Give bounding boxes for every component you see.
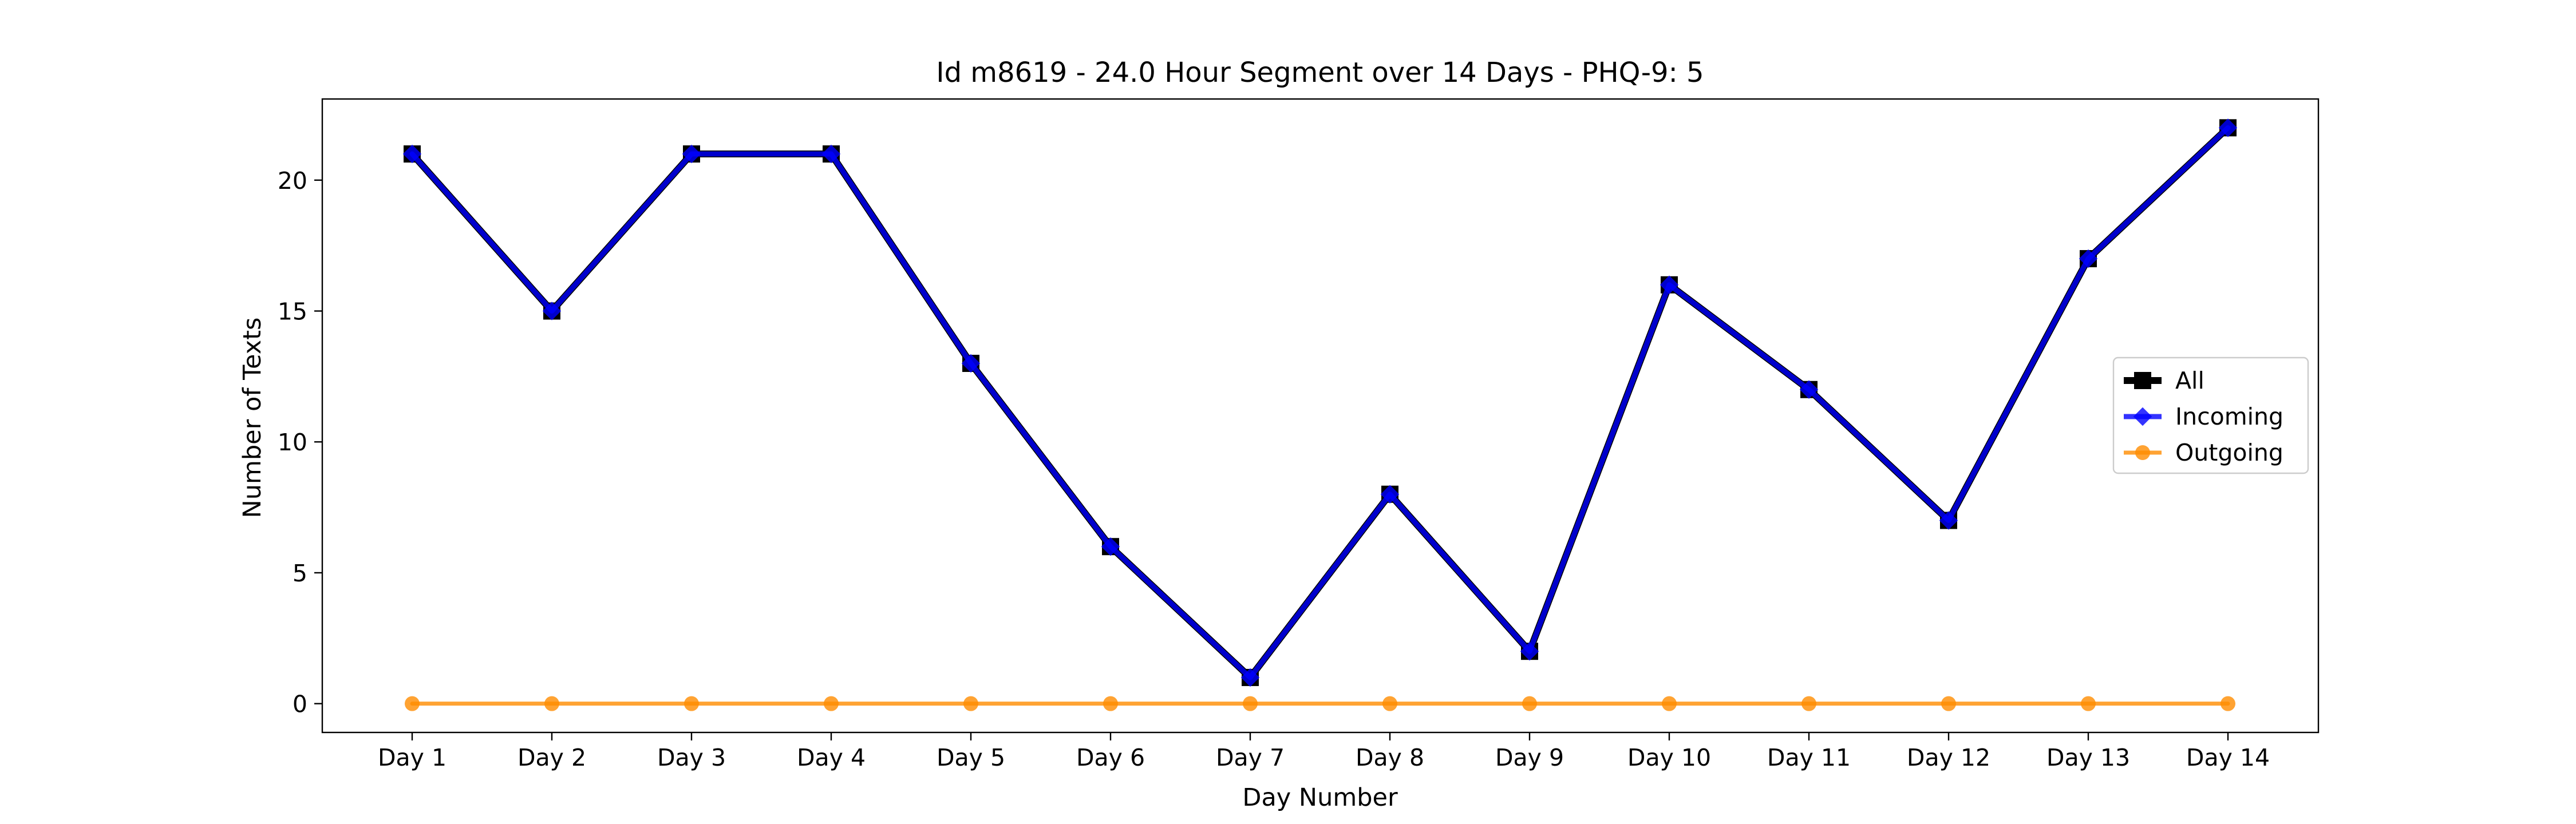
plot-area: Day 1 Day 2 Day 3 Day 4 Day 5 Day 6 Day 7 Day 8…	[278, 118, 2270, 771]
x-tick-label: Day 5	[937, 744, 1005, 771]
data-point-outgoing	[1801, 696, 1816, 711]
y-tick-label: 5	[293, 560, 307, 587]
legend-swatch-marker	[2134, 372, 2151, 389]
legend-label: Incoming	[2175, 403, 2283, 430]
plot-frame	[321, 98, 2320, 734]
data-point-outgoing	[1662, 696, 1677, 711]
x-tick-label: Day 6	[1076, 744, 1145, 771]
x-tick-label: Day 2	[517, 744, 586, 771]
x-tick-label: Day 11	[1767, 744, 1851, 771]
legend-label: Outgoing	[2175, 439, 2283, 466]
data-point-incoming	[961, 354, 981, 373]
data-point-incoming	[2218, 118, 2238, 137]
data-point-outgoing	[544, 696, 559, 711]
data-point-incoming	[821, 144, 841, 164]
data-point-incoming	[1660, 275, 1679, 295]
y-tick-label: 20	[278, 167, 307, 195]
x-tick-label: Day 3	[657, 744, 726, 771]
data-point-outgoing	[1243, 696, 1258, 711]
series-incoming	[402, 118, 2238, 687]
data-point-incoming	[1240, 668, 1260, 687]
x-tick-label: Day 14	[2186, 744, 2270, 771]
y-tick-label: 0	[293, 691, 307, 718]
x-tick-label: Day 12	[1907, 744, 1990, 771]
data-point-outgoing	[824, 696, 839, 711]
x-tick-label: Day 7	[1216, 744, 1285, 771]
data-point-outgoing	[963, 696, 978, 711]
x-tick-label: Day 8	[1356, 744, 1424, 771]
legend: All Incoming Outgoing	[2112, 356, 2309, 474]
data-point-outgoing	[2221, 696, 2235, 711]
legend-box	[2112, 356, 2309, 474]
legend-item-incoming: Incoming	[2124, 403, 2283, 430]
data-point-outgoing	[684, 696, 699, 711]
x-tick-label: Day 10	[1627, 744, 1711, 771]
data-point-outgoing	[1941, 696, 1956, 711]
x-tick-label: Day 13	[2046, 744, 2130, 771]
data-point-incoming	[2079, 249, 2098, 268]
legend-swatch-marker	[2135, 445, 2150, 460]
y-tick-label: 15	[278, 298, 307, 326]
data-point-outgoing	[1382, 696, 1397, 711]
data-point-outgoing	[405, 696, 420, 711]
data-point-outgoing	[2081, 696, 2096, 711]
x-tick-label: Day 9	[1495, 744, 1564, 771]
data-point-outgoing	[1103, 696, 1118, 711]
data-point-incoming	[1380, 485, 1400, 504]
x-tick-label: Day 1	[378, 744, 447, 771]
legend-label: All	[2175, 367, 2204, 394]
series-outgoing	[405, 696, 2235, 711]
chart-title: Id m8619 - 24.0 Hour Segment over 14 Day…	[936, 57, 1704, 89]
data-point-incoming	[542, 302, 562, 320]
data-point-incoming	[1939, 511, 1958, 530]
data-point-incoming	[682, 144, 701, 164]
legend-item-all: All	[2124, 367, 2204, 394]
data-point-incoming	[1520, 641, 1539, 661]
series-line-incoming	[409, 125, 2231, 680]
data-point-incoming	[402, 144, 422, 164]
legend-swatch-marker	[2133, 407, 2152, 426]
x-tick-label: Day 4	[797, 744, 866, 771]
legend-item-outgoing: Outgoing	[2124, 439, 2283, 466]
data-point-incoming	[1101, 537, 1120, 556]
y-tick-label: 10	[278, 429, 307, 456]
data-point-incoming	[1799, 380, 1819, 399]
y-axis-label: Number of Texts	[238, 318, 267, 518]
data-point-outgoing	[1522, 696, 1537, 711]
x-axis-label: Day Number	[1242, 783, 1398, 812]
